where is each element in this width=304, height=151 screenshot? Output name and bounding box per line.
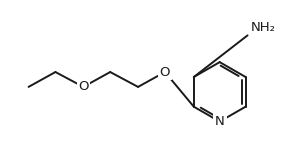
Text: NH₂: NH₂ [250,21,276,34]
Text: N: N [215,115,225,128]
Text: O: O [160,66,170,79]
Text: O: O [78,80,88,93]
